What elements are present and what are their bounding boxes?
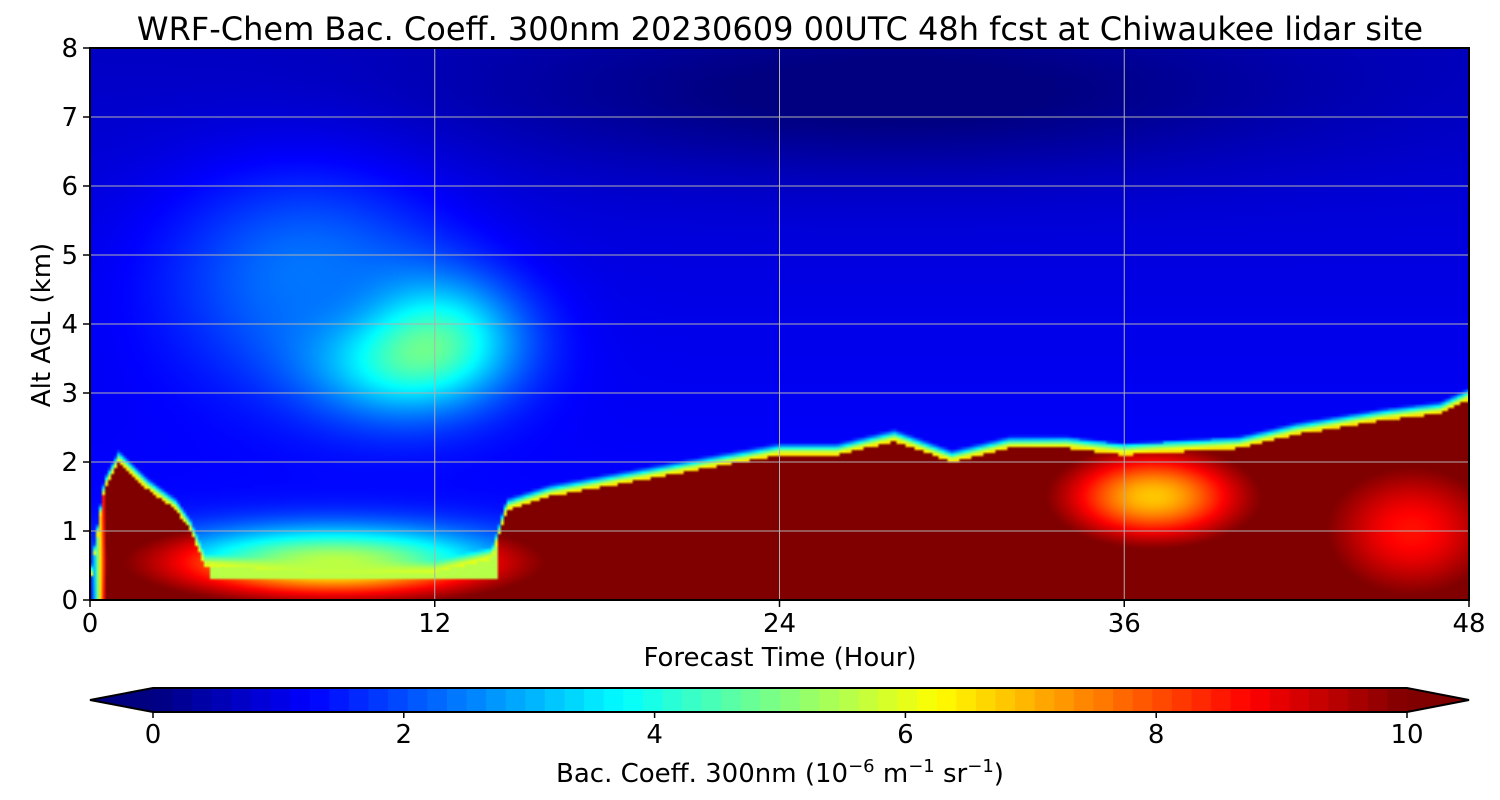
y-tick-label: 8 (61, 34, 78, 64)
colorbar-segment (192, 688, 213, 712)
colorbar-tick-label: 8 (1148, 720, 1165, 750)
colorbar-segment (427, 688, 448, 712)
y-axis-ticks: 0 1 2 3 4 5 6 7 8 (61, 34, 90, 616)
colorbar-segment (329, 688, 350, 712)
grid-lines (90, 48, 1469, 600)
y-tick-label: 3 (61, 379, 78, 409)
colorbar-segment (1152, 688, 1173, 712)
colorbar-segment (701, 688, 722, 712)
x-tick-label: 24 (763, 609, 796, 639)
colorbar-segment (172, 688, 193, 712)
colorbar-segment (603, 688, 624, 712)
colorbar-label: Bac. Coeff. 300nm (10−6 m−1 sr−1) (556, 756, 1004, 790)
colorbar (89, 687, 1470, 713)
colorbar-segment (819, 688, 840, 712)
colorbar-segment (740, 688, 762, 712)
colorbar-extend-low (90, 688, 153, 712)
colorbar-segment (1054, 688, 1075, 712)
colorbar-segment (1171, 688, 1193, 712)
y-tick-label: 7 (61, 103, 78, 133)
x-axis-label: Forecast Time (Hour) (643, 643, 916, 673)
colorbar-segment (1113, 688, 1134, 712)
colorbar-segment (1348, 688, 1369, 712)
colorbar-segment (975, 688, 997, 712)
colorbar-segment (1269, 688, 1291, 712)
colorbar-segment (917, 688, 938, 712)
colorbar-segment (760, 688, 781, 712)
colorbar-segment (1328, 688, 1349, 712)
colorbar-ticks: 0 2 4 6 8 10 (145, 712, 1424, 750)
colorbar-segment (623, 688, 644, 712)
colorbar-segment (505, 688, 526, 712)
x-axis-ticks: 0 12 24 36 48 (82, 600, 1486, 639)
colorbar-tick-label: 2 (396, 720, 413, 750)
colorbar-segment (250, 688, 272, 712)
colorbar-segment (877, 688, 899, 712)
x-tick-label: 48 (1452, 609, 1485, 639)
colorbar-segment (1093, 688, 1114, 712)
colorbar-segment (153, 688, 174, 712)
colorbar-segment (1015, 688, 1036, 712)
colorbar-segment (936, 688, 957, 712)
y-axis-label: Alt AGL (km) (27, 243, 57, 407)
colorbar-segment (368, 688, 389, 712)
colorbar-segment (838, 688, 859, 712)
colorbar-segment (780, 688, 801, 712)
colorbar-segment (1073, 688, 1095, 712)
colorbar-segment (584, 688, 605, 712)
colorbar-segment (564, 688, 585, 712)
colorbar-segment (1289, 688, 1310, 712)
y-tick-label: 0 (61, 586, 78, 616)
colorbar-segment (446, 688, 468, 712)
colorbar-segment (407, 688, 428, 712)
colorbar-segment (1034, 688, 1055, 712)
colorbar-segment (486, 688, 507, 712)
colorbar-segment (1132, 688, 1153, 712)
colorbar-segment (348, 688, 370, 712)
colorbar-segment (290, 688, 311, 712)
colorbar-tick-label: 4 (646, 720, 663, 750)
colorbar-extend-high (1407, 688, 1469, 712)
y-tick-label: 6 (61, 172, 78, 202)
colorbar-segment (1387, 688, 1408, 712)
colorbar-segment (799, 688, 820, 712)
colorbar-segment (270, 688, 291, 712)
colorbar-segment (858, 688, 879, 712)
y-tick-label: 2 (61, 448, 78, 478)
colorbar-segment (1230, 688, 1251, 712)
colorbar-segment (525, 688, 546, 712)
colorbar-segment (388, 688, 409, 712)
colorbar-segment (897, 688, 918, 712)
colorbar-tick-label: 6 (897, 720, 914, 750)
colorbar-tick-label: 10 (1390, 720, 1423, 750)
colorbar-segment (309, 688, 330, 712)
colorbar-segment (1367, 688, 1389, 712)
colorbar-segment (1211, 688, 1232, 712)
colorbar-segment (1309, 688, 1330, 712)
colorbar-segment (544, 688, 566, 712)
colorbar-tick-label: 0 (145, 720, 162, 750)
y-tick-label: 1 (61, 517, 78, 547)
colorbar-segment (211, 688, 232, 712)
colorbar-segment (662, 688, 683, 712)
colorbar-segment (956, 688, 977, 712)
x-tick-label: 12 (418, 609, 451, 639)
colorbar-segment (1250, 688, 1271, 712)
x-tick-label: 0 (82, 609, 99, 639)
colorbar-segment (466, 688, 487, 712)
colorbar-segment (642, 688, 664, 712)
colorbar-segment (231, 688, 252, 712)
y-tick-label: 4 (61, 310, 78, 340)
x-tick-label: 36 (1108, 609, 1141, 639)
colorbar-segment (721, 688, 742, 712)
y-tick-label: 5 (61, 241, 78, 271)
colorbar-segment (995, 688, 1016, 712)
colorbar-segment (1191, 688, 1212, 712)
chart-title: WRF-Chem Bac. Coeff. 300nm 20230609 00UT… (137, 10, 1423, 48)
colorbar-segment (682, 688, 703, 712)
